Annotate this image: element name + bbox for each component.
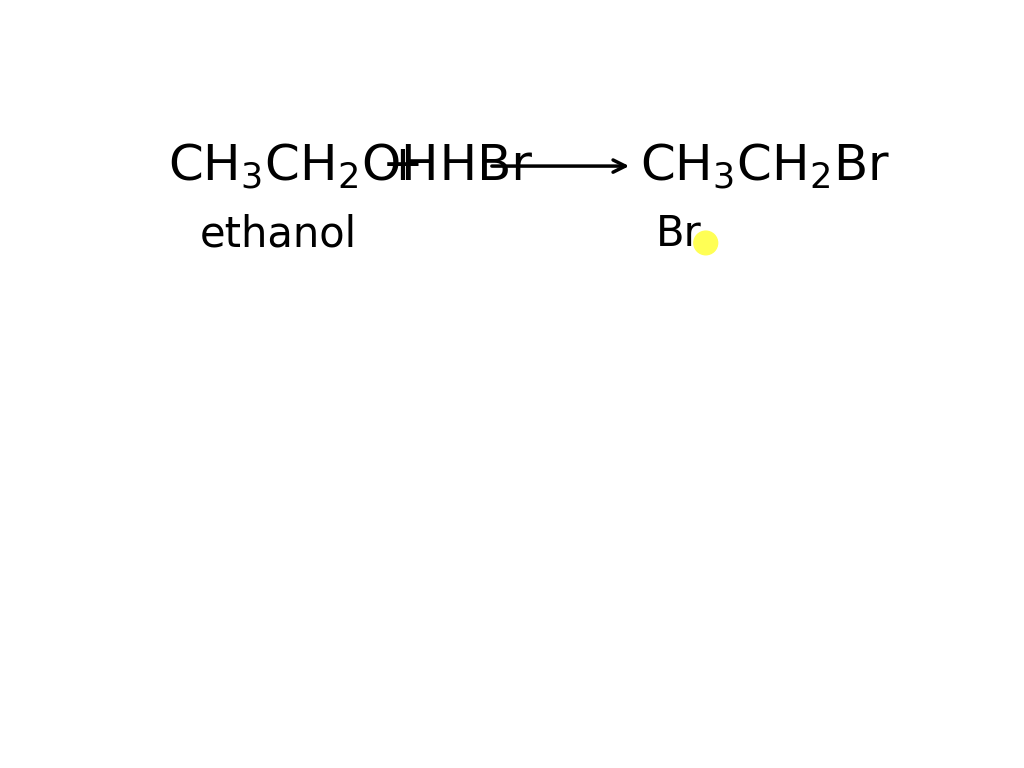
Text: ethanol: ethanol [200, 213, 356, 255]
Ellipse shape [694, 231, 718, 255]
Text: + HBr: + HBr [382, 142, 531, 190]
Text: CH$_3$CH$_2$Br: CH$_3$CH$_2$Br [640, 141, 890, 190]
Text: CH$_3$CH$_2$OH: CH$_3$CH$_2$OH [168, 141, 435, 190]
Text: Br: Br [655, 213, 701, 255]
